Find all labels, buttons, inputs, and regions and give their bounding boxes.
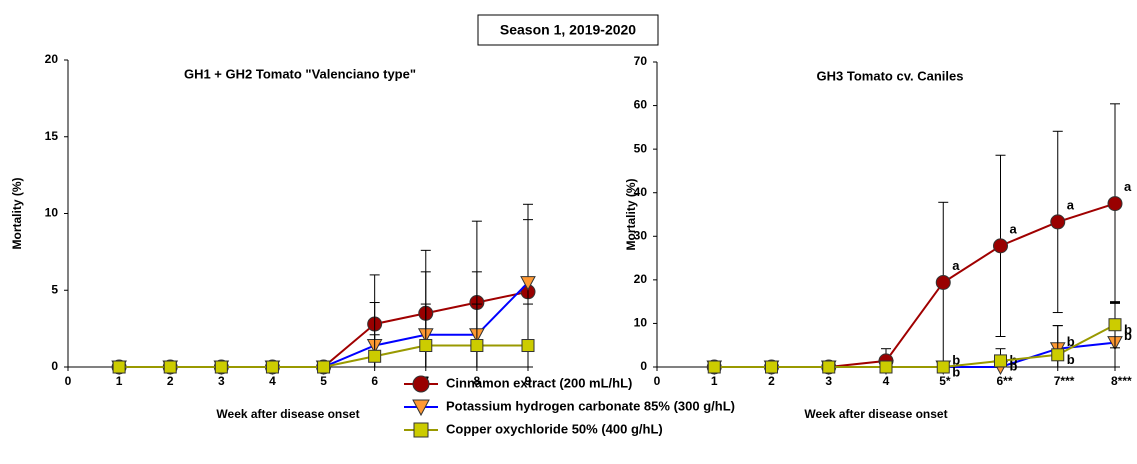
marker <box>936 360 950 374</box>
marker <box>707 360 721 374</box>
y-tick-label: 70 <box>634 54 648 68</box>
marker <box>368 349 382 363</box>
legend-marker <box>412 399 430 417</box>
marker <box>265 360 279 374</box>
y-tick-label: 10 <box>634 316 648 330</box>
marker <box>112 360 126 374</box>
significance-letter: b <box>952 364 960 379</box>
marker <box>822 360 836 374</box>
y-tick-label: 10 <box>45 206 59 220</box>
marker <box>521 339 535 353</box>
x-tick-label: 4 <box>269 374 276 388</box>
marker <box>163 360 177 374</box>
marker <box>1108 318 1122 332</box>
y-tick-label: 0 <box>51 359 58 373</box>
x-tick-label: 6 <box>371 374 378 388</box>
chart-title: GH3 Tomato cv. Caniles <box>817 68 964 83</box>
y-tick-label: 20 <box>45 52 59 66</box>
x-tick-label: 6** <box>997 374 1013 388</box>
x-tick-label: 8 <box>474 374 481 388</box>
y-tick-label: 40 <box>634 185 648 199</box>
x-tick-label: 8*** <box>1111 374 1132 388</box>
x-tick-label: 1 <box>116 374 123 388</box>
series <box>112 303 535 374</box>
marker <box>1107 196 1123 212</box>
x-tick-label: 7*** <box>1054 374 1075 388</box>
chart-title: GH1 + GH2 Tomato "Valenciano type" <box>184 66 416 81</box>
y-tick-label: 15 <box>45 129 59 143</box>
figure-title: Season 1, 2019-2020 <box>500 22 636 38</box>
x-tick-label: 0 <box>65 374 72 388</box>
legend-label: Copper oxychloride 50% (400 g/hL) <box>446 421 663 436</box>
x-tick-label: 3 <box>825 374 832 388</box>
marker <box>214 360 228 374</box>
y-tick-label: 0 <box>640 359 647 373</box>
series-line <box>119 290 529 368</box>
x-axis-label: Week after disease onset <box>804 407 947 421</box>
y-tick-label: 5 <box>51 282 58 296</box>
marker <box>1050 214 1066 230</box>
x-tick-label: 5 <box>320 374 327 388</box>
series <box>707 301 1122 374</box>
x-tick-label: 1 <box>711 374 718 388</box>
error-bar <box>523 303 533 368</box>
x-tick-label: 9 <box>525 374 532 388</box>
series <box>706 103 1123 375</box>
error-bar <box>420 303 431 368</box>
marker <box>879 360 893 374</box>
y-tick-label: 30 <box>634 228 648 242</box>
significance-letter: b <box>1010 358 1018 373</box>
x-axis-label: Week after disease onset <box>216 407 359 421</box>
marker <box>419 339 433 353</box>
significance-letter: b <box>1067 334 1075 349</box>
marker <box>994 354 1007 368</box>
title-box <box>477 14 659 46</box>
y-axis-label: Mortality (%) <box>624 178 638 250</box>
y-axis-label: Mortality (%) <box>10 177 24 249</box>
marker <box>470 339 484 353</box>
marker <box>993 238 1008 254</box>
x-tick-label: 5* <box>939 374 951 388</box>
x-tick-label: 3 <box>218 374 225 388</box>
error-bar <box>471 303 482 368</box>
x-tick-label: 2 <box>768 374 775 388</box>
significance-letter: b <box>1067 352 1075 367</box>
series-line <box>119 281 529 368</box>
marker <box>520 276 536 291</box>
legend-label: Cinnamon extract (200 mL/hL) <box>446 375 632 390</box>
significance-letter: b <box>1124 328 1132 343</box>
significance-letter: a <box>1067 197 1075 212</box>
marker <box>317 360 331 374</box>
significance-letter: b <box>952 352 960 367</box>
legend-marker <box>413 422 429 438</box>
x-tick-label: 2 <box>167 374 174 388</box>
marker <box>765 360 778 374</box>
series-line <box>714 323 1116 368</box>
significance-letter: b <box>1124 322 1132 337</box>
y-tick-label: 50 <box>634 141 648 155</box>
marker <box>935 274 951 290</box>
x-tick-label: 4 <box>883 374 890 388</box>
x-tick-label: 0 <box>654 374 661 388</box>
significance-letter: a <box>1010 221 1018 236</box>
legend: Cinnamon extract (200 mL/hL) Potassium hy… <box>404 375 735 438</box>
y-tick-label: 60 <box>634 98 648 112</box>
significance-letter: a <box>952 258 960 273</box>
legend-marker <box>412 375 430 393</box>
y-tick-label: 20 <box>634 272 648 286</box>
legend-label: Potassium hydrogen carbonate 85% (300 g/… <box>446 398 735 413</box>
significance-letter: a <box>1124 179 1132 194</box>
marker <box>1051 348 1065 362</box>
